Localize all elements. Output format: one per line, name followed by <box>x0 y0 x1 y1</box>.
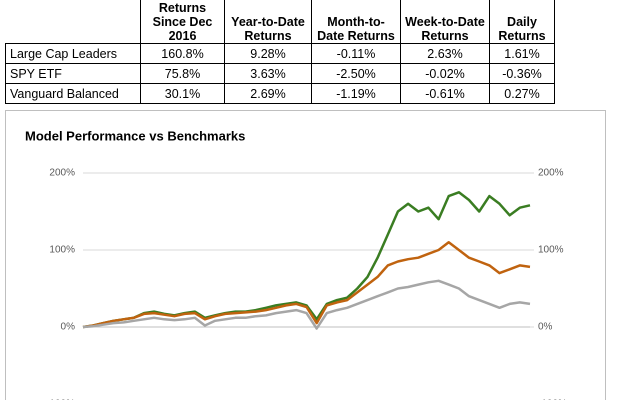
y-tick-label: 200% <box>49 168 75 179</box>
y2-tick-label: 100% <box>538 245 564 256</box>
header-cell: Month-to-Date Returns <box>311 0 401 44</box>
chart-frame <box>5 110 606 400</box>
name-cell: Large Cap Leaders <box>5 43 141 64</box>
value-cell: 1.61% <box>489 43 555 64</box>
value-cell: 2.63% <box>400 43 490 64</box>
header-cell: Daily Returns <box>489 0 555 44</box>
y-tick-label: -100% <box>46 399 75 400</box>
y2-tick-label: 0% <box>538 322 553 333</box>
value-cell: -1.19% <box>311 83 401 104</box>
empty-cell <box>5 0 141 44</box>
value-cell: 30.1% <box>140 83 225 104</box>
table-row: Vanguard Balanced 30.1% 2.69% -1.19% -0.61% 0… <box>5 83 555 104</box>
series-line <box>82 279 531 330</box>
value-cell: 9.28% <box>224 43 312 64</box>
value-cell: 75.8% <box>140 63 225 84</box>
y2-tick-label: 200% <box>538 168 564 179</box>
name-cell: SPY ETF <box>5 63 141 84</box>
value-cell: 160.8% <box>140 43 225 64</box>
value-cell: 2.69% <box>224 83 312 104</box>
header-cell: Week-to-Date Returns <box>400 0 490 44</box>
value-cell: 3.63% <box>224 63 312 84</box>
returns-table: Returns Since Dec 2016 Year-to-Date Retu… <box>5 0 555 104</box>
value-cell: -0.36% <box>489 63 555 84</box>
series-line <box>82 241 531 329</box>
value-cell: -0.61% <box>400 83 490 104</box>
value-cell: 0.27% <box>489 83 555 104</box>
y-tick-label: 0% <box>61 322 76 333</box>
header-cell: Year-to-Date Returns <box>224 0 312 44</box>
table-row: Large Cap Leaders 160.8% 9.28% -0.11% 2.63% 1… <box>5 43 555 64</box>
y2-tick-label: -100% <box>538 399 567 400</box>
chart-title: Model Performance vs Benchmarks <box>25 128 245 143</box>
value-cell: -0.02% <box>400 63 490 84</box>
table-row: SPY ETF 75.8% 3.63% -2.50% -0.02% -0.36% <box>5 63 555 84</box>
y-tick-label: 100% <box>49 245 75 256</box>
name-cell: Vanguard Balanced <box>5 83 141 104</box>
value-cell: -2.50% <box>311 63 401 84</box>
series-line <box>82 191 531 329</box>
header-cell: Returns Since Dec 2016 <box>140 0 225 44</box>
header-row: Returns Since Dec 2016 Year-to-Date Retu… <box>5 0 555 44</box>
value-cell: -0.11% <box>311 43 401 64</box>
